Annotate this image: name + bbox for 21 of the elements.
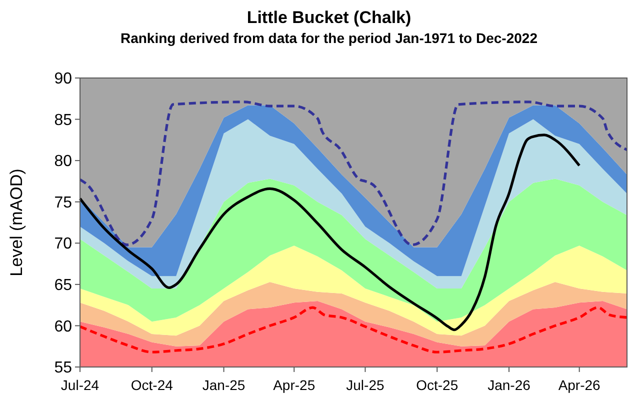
x-tick-label: Oct-25 [416, 377, 458, 393]
x-tick-label: Jul-24 [60, 377, 100, 393]
y-tick-label: 60 [54, 318, 72, 336]
y-tick-label: 70 [54, 236, 72, 253]
line-series [78, 306, 628, 354]
x-tick-label: Apr-26 [558, 377, 601, 393]
x-tick-label: Oct-24 [130, 377, 174, 393]
chart-title: Little Bucket (Chalk) [246, 8, 412, 27]
line-series [78, 134, 581, 332]
y-tick-label: 65 [54, 277, 72, 294]
y-tick-label: 85 [54, 112, 72, 129]
y-tick-label: 90 [54, 70, 72, 88]
x-tick-label: Apr-25 [273, 377, 316, 393]
x-tick-label: Jan-26 [488, 377, 531, 393]
chart-subtitle: Ranking derived from data for the period Jan-1971 to Dec-2022 [120, 30, 538, 46]
y-tick-label: 80 [54, 153, 72, 170]
y-axis-title: Level (mAOD) [7, 168, 26, 276]
x-tick-label: Jan-25 [202, 377, 246, 393]
x-tick-label: Jul-25 [346, 377, 384, 393]
y-tick-label: 75 [54, 194, 72, 212]
y-tick-label: 55 [54, 360, 72, 377]
